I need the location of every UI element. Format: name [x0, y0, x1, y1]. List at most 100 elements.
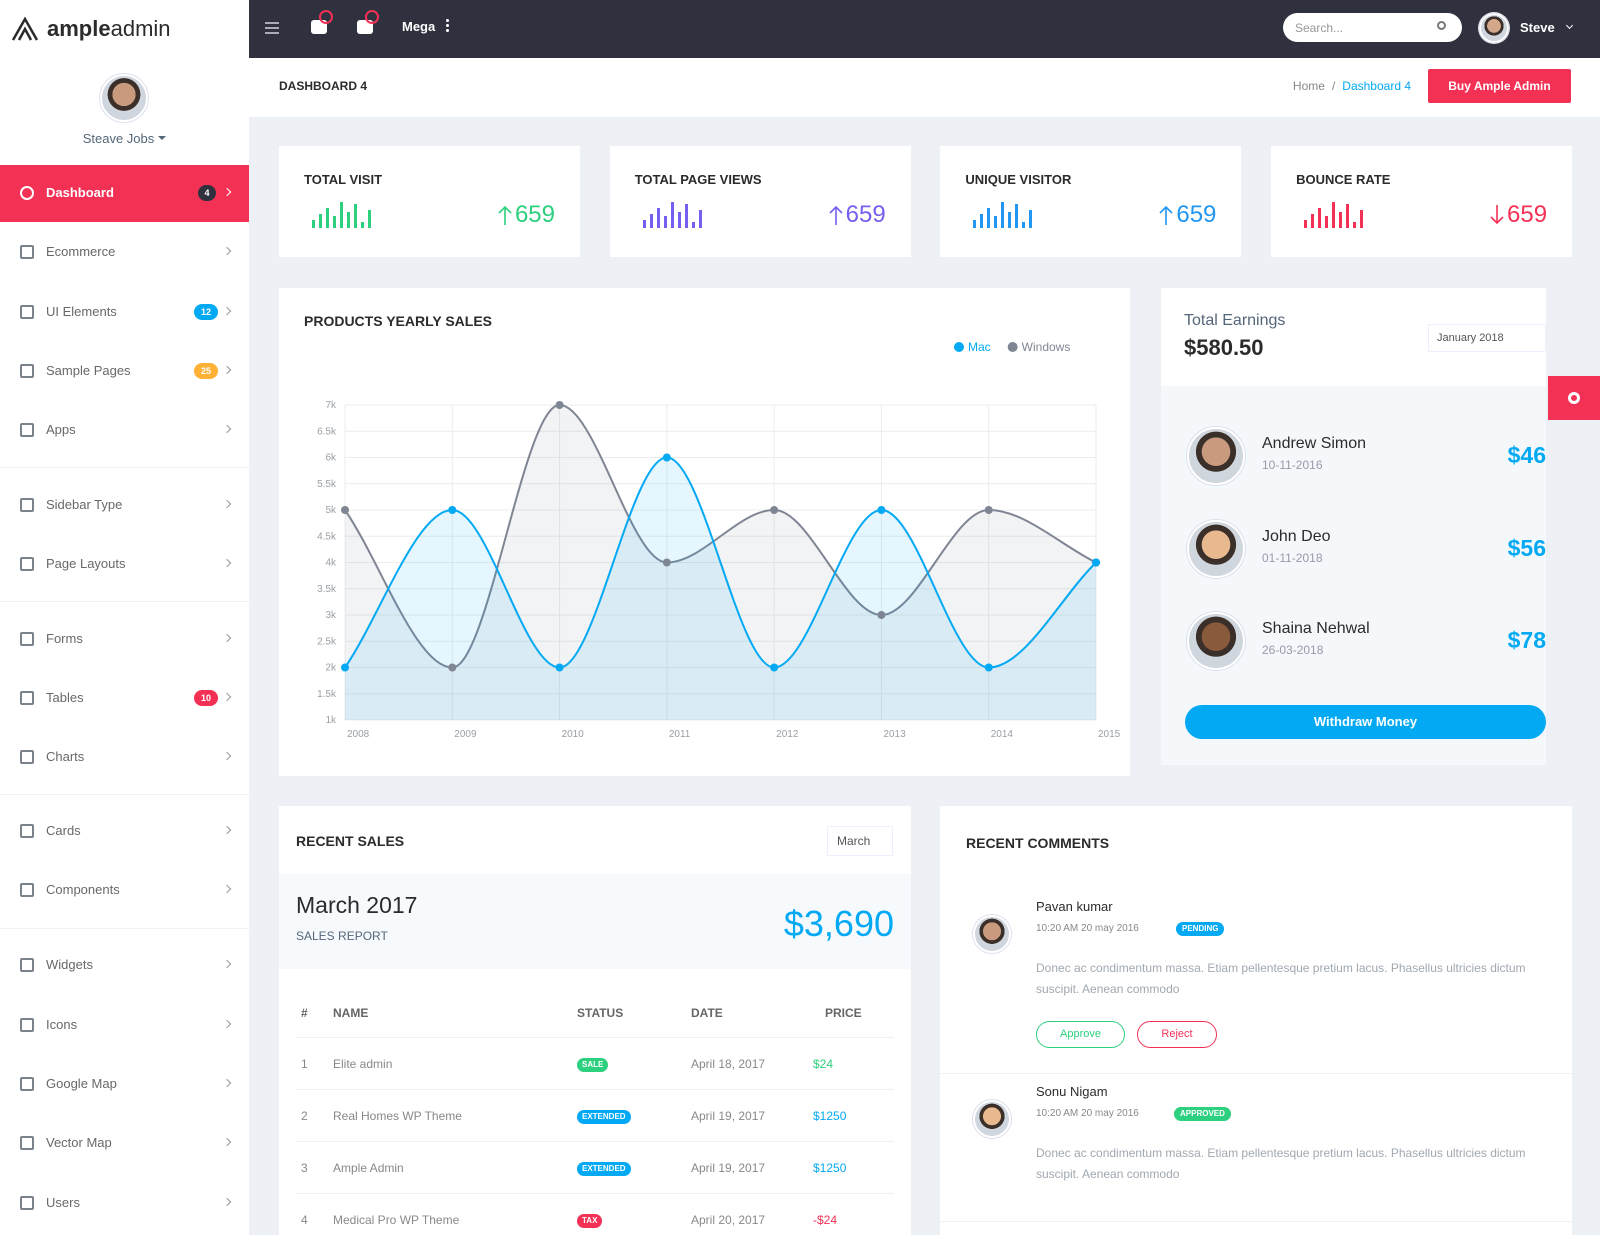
- topbar: Mega Search... Steve: [249, 0, 1600, 58]
- spark-bar: [1311, 214, 1315, 228]
- withdraw-button[interactable]: Withdraw Money: [1185, 705, 1546, 739]
- caret: [1565, 21, 1574, 30]
- sidebar-item[interactable]: Charts: [0, 729, 249, 786]
- sidebar-item[interactable]: Forms: [0, 611, 249, 668]
- menu-chevron: [222, 365, 232, 375]
- sidebar-item[interactable]: Apps: [0, 402, 249, 459]
- sidebar-item[interactable]: Dashboard 4: [0, 165, 249, 222]
- menu-chevron: [222, 1197, 232, 1207]
- spark-bar: [1008, 212, 1012, 228]
- menu-label: Dashboard: [46, 185, 114, 200]
- menu-label: Sidebar Type: [46, 497, 123, 512]
- sidebar-item[interactable]: Ecommerce: [0, 224, 249, 281]
- comment-action[interactable]: Reject: [1137, 1021, 1217, 1048]
- sidebar-item[interactable]: Users: [0, 1175, 249, 1232]
- spark-bar: [1304, 220, 1308, 228]
- spark-bar: [1339, 212, 1343, 228]
- sales-select[interactable]: March: [827, 826, 893, 856]
- person-amount: $56: [1507, 534, 1546, 561]
- row-divider: [296, 1193, 894, 1194]
- status-badge: SALE: [577, 1058, 609, 1072]
- spark-bar: [1022, 222, 1026, 228]
- sidebar-item[interactable]: Tables 10: [0, 670, 249, 727]
- spark-bar: [1346, 204, 1350, 228]
- search-box[interactable]: Search...: [1283, 13, 1462, 42]
- y-tick-label: 3.5k: [317, 584, 337, 595]
- data-point: [1092, 558, 1100, 567]
- notify-ring: [365, 10, 379, 24]
- settings-tab[interactable]: [1548, 376, 1600, 420]
- sparkline: [1304, 202, 1364, 228]
- person-date: 10-11-2016: [1262, 458, 1323, 472]
- spark-bar: [340, 202, 343, 228]
- avatar: [973, 915, 1011, 953]
- stat-value: 659: [1507, 201, 1548, 228]
- sidebar-item[interactable]: Page Layouts: [0, 536, 249, 593]
- avatar: [973, 1100, 1011, 1138]
- cell-name: Real Homes WP Theme: [333, 1109, 462, 1123]
- sidebar-item[interactable]: Cards: [0, 803, 249, 860]
- stat-title: UNIQUE VISITOR: [965, 172, 1072, 187]
- sidebar-user[interactable]: Steave Jobs: [0, 131, 249, 146]
- period-select[interactable]: January 2018: [1428, 324, 1546, 352]
- chart-card: PRODUCTS YEARLY SALES 1k 1.5k 2k 2.5k 3k 3.5k 4…: [279, 288, 1130, 776]
- comments-card: RECENT COMMENTS Pavan kumar 10:20 AM 20 ma…: [940, 806, 1572, 1235]
- brand-light: admin: [110, 16, 171, 41]
- mega-menu[interactable]: Mega: [402, 19, 436, 34]
- logo-icon: [11, 16, 39, 41]
- avatar: [1187, 427, 1245, 485]
- spark-bar: [312, 220, 315, 228]
- person-date: 26-03-2018: [1262, 643, 1324, 657]
- trend-arrow: [829, 205, 843, 225]
- sidebar-item[interactable]: Sidebar Type: [0, 477, 249, 534]
- sidebar-item[interactable]: Widgets: [0, 937, 249, 994]
- menu-chevron: [222, 825, 232, 835]
- x-tick-label: 2011: [669, 729, 691, 740]
- data-point: [448, 506, 457, 514]
- top-user[interactable]: Steve: [1520, 20, 1555, 35]
- comment-status: PENDING: [1176, 922, 1225, 936]
- data-point: [770, 506, 779, 514]
- status-badge: EXTENDED: [577, 1162, 631, 1176]
- logo: ample admin: [10, 12, 171, 46]
- search-placeholder: Search...: [1295, 21, 1344, 35]
- sales-total: $3,690: [783, 903, 894, 944]
- series-line: [344, 403, 1097, 669]
- spark-bar: [1318, 208, 1322, 228]
- sidebar-item[interactable]: Vector Map: [0, 1115, 249, 1172]
- menu-icon: [20, 632, 34, 646]
- row-divider: [296, 1037, 894, 1038]
- x-tick-label: 2014: [991, 729, 1014, 740]
- menu-label: Page Layouts: [46, 556, 126, 571]
- sidebar-item[interactable]: Google Map: [0, 1056, 249, 1113]
- menu-icon: [20, 498, 34, 512]
- trend-arrow-path: [1159, 205, 1173, 225]
- person-amount: $46: [1507, 442, 1546, 468]
- sidebar-divider: [0, 601, 249, 602]
- cell-name: Medical Pro WP Theme: [333, 1213, 460, 1227]
- spark-bar: [691, 222, 695, 228]
- period-text: January 2018: [1437, 332, 1504, 344]
- y-tick-label: 4k: [325, 558, 337, 569]
- comment-action[interactable]: Approve: [1036, 1021, 1125, 1048]
- spark-bar: [670, 202, 674, 228]
- stat-value-wrap: 659: [1158, 201, 1216, 229]
- crumb-home[interactable]: Home: [1292, 79, 1325, 93]
- sidebar-item[interactable]: Sample Pages 25: [0, 343, 249, 400]
- breadcrumbs: Home / Dashboard 4: [1293, 79, 1411, 93]
- buy-button[interactable]: Buy Ample Admin: [1428, 69, 1571, 103]
- stat-title: TOTAL VISIT: [304, 172, 383, 187]
- y-tick-label: 3k: [325, 610, 337, 621]
- sidebar-item[interactable]: Icons: [0, 997, 249, 1054]
- person-date: 01-11-2018: [1262, 550, 1323, 565]
- table-header: #: [301, 1006, 308, 1020]
- menu-label: Cards: [46, 823, 81, 838]
- menu-label: UI Elements: [46, 304, 117, 319]
- avatar: [1187, 519, 1245, 578]
- data-point: [770, 663, 779, 672]
- series-area: [345, 457, 1096, 720]
- sidebar-item[interactable]: UI Elements 12: [0, 284, 249, 341]
- sidebar-item[interactable]: Components: [0, 862, 249, 919]
- comment-divider: [940, 1073, 1572, 1074]
- crumb-current[interactable]: Dashboard 4: [1342, 79, 1411, 93]
